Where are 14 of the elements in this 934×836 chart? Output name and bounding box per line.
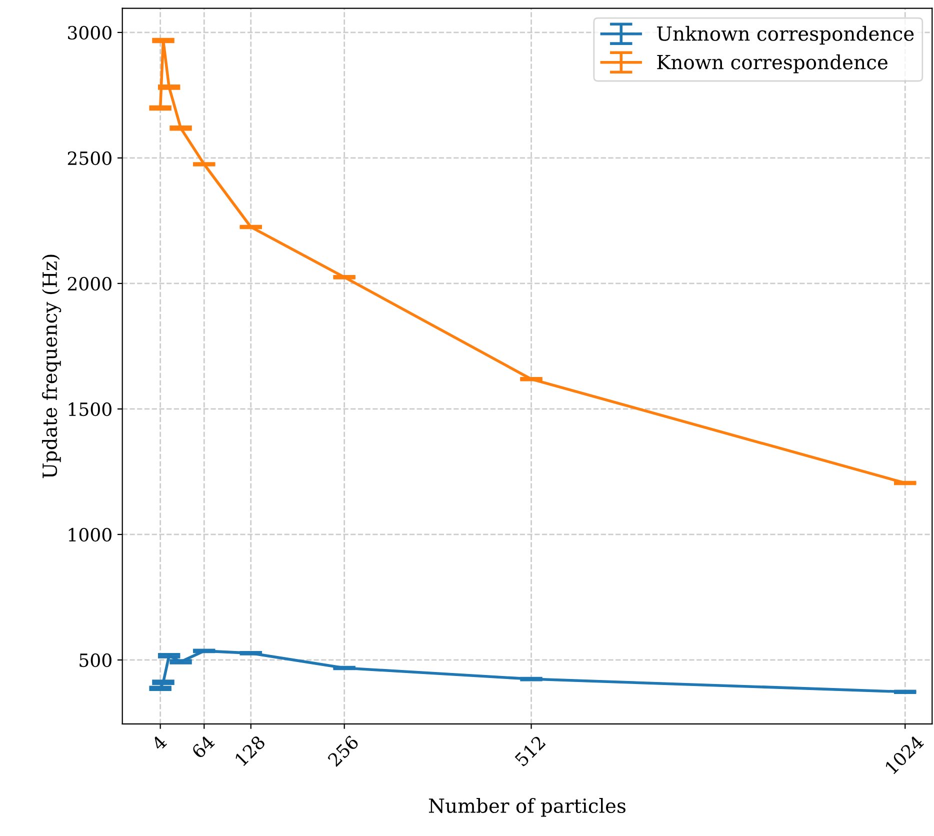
- y-tick-label: 2500: [68, 151, 112, 166]
- legend-label: Known correspondence: [657, 54, 888, 74]
- y-axis-title: Update frequency (Hz): [42, 254, 62, 478]
- y-tick-label: 500: [80, 653, 112, 668]
- x-tick-label: 4: [150, 734, 168, 752]
- y-tick-label: 3000: [68, 26, 112, 40]
- x-tick-label: 64: [190, 734, 216, 759]
- y-tick-label: 2000: [68, 276, 112, 291]
- y-tick-label: 1000: [68, 528, 112, 542]
- x-tick-label: 128: [234, 734, 266, 766]
- legend-label: Unknown correspondence: [657, 26, 914, 45]
- x-axis-title: Number of particles: [428, 798, 626, 817]
- x-tick-label: 512: [514, 735, 546, 767]
- y-tick-label: 1500: [68, 402, 112, 416]
